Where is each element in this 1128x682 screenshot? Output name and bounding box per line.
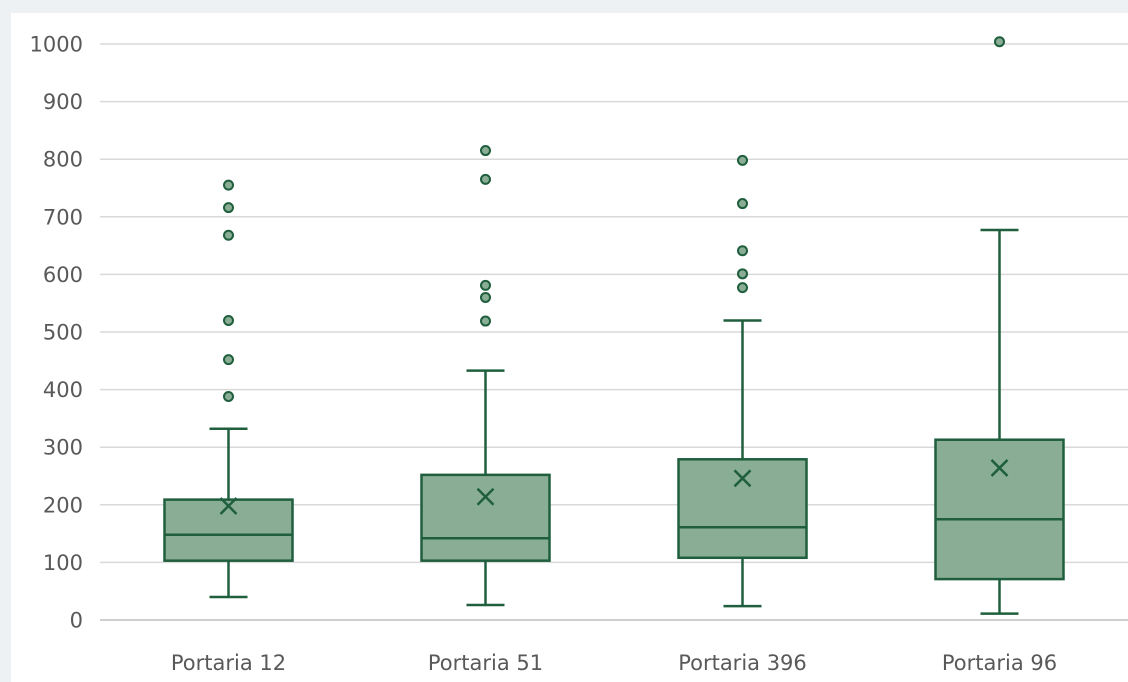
box-plot-chart: 0 100 200 300 400 500 600 700 800 900 1000 Portari…: [30, 33, 1128, 675]
y-tick-label: 800: [43, 148, 83, 172]
iqr-box: [420, 473, 551, 562]
outlier-point: [737, 282, 748, 294]
box-group: [677, 154, 808, 608]
mean-marker: [990, 459, 1009, 477]
outlier-point: [223, 354, 234, 366]
y-tick-label: 200: [43, 493, 83, 517]
outlier-point: [223, 179, 234, 191]
y-tick-label: 100: [43, 551, 83, 575]
outlier-point: [223, 202, 234, 214]
outlier-point: [223, 314, 234, 326]
iqr-box: [677, 458, 808, 560]
outlier-point: [480, 315, 491, 327]
outlier-point: [223, 229, 234, 241]
outlier-point: [480, 173, 491, 185]
outlier-point: [480, 291, 491, 303]
outlier-point: [737, 268, 748, 280]
outlier-point: [737, 198, 748, 210]
box-group: [420, 145, 551, 607]
y-tick-label: 500: [43, 321, 83, 345]
x-category-label: Portaria 51: [428, 651, 543, 675]
outlier-point: [994, 36, 1005, 48]
outlier-point: [223, 391, 234, 403]
y-tick-label: 600: [43, 263, 83, 287]
y-tick-label: 900: [43, 90, 83, 114]
box-group: [934, 36, 1065, 615]
y-tick-label: 0: [70, 609, 83, 633]
mean-marker: [219, 497, 238, 515]
chart-panel: 0 100 200 300 400 500 600 700 800 900 1000 Portari…: [11, 13, 1128, 682]
box-group: [163, 179, 294, 599]
y-tick-label: 700: [43, 205, 83, 229]
iqr-box: [163, 498, 294, 562]
outlier-point: [737, 245, 748, 257]
outlier-point: [737, 154, 748, 166]
x-category-label: Portaria 396: [678, 651, 807, 675]
iqr-box: [934, 438, 1065, 581]
x-category-label: Portaria 96: [942, 651, 1057, 675]
y-tick-label: 400: [43, 378, 83, 402]
mean-marker: [733, 469, 752, 488]
mean-marker: [476, 487, 495, 506]
y-tick-label: 1000: [30, 33, 83, 57]
outlier-point: [480, 279, 491, 291]
x-category-label: Portaria 12: [171, 651, 286, 675]
outlier-point: [480, 145, 491, 157]
y-tick-label: 300: [43, 436, 83, 460]
